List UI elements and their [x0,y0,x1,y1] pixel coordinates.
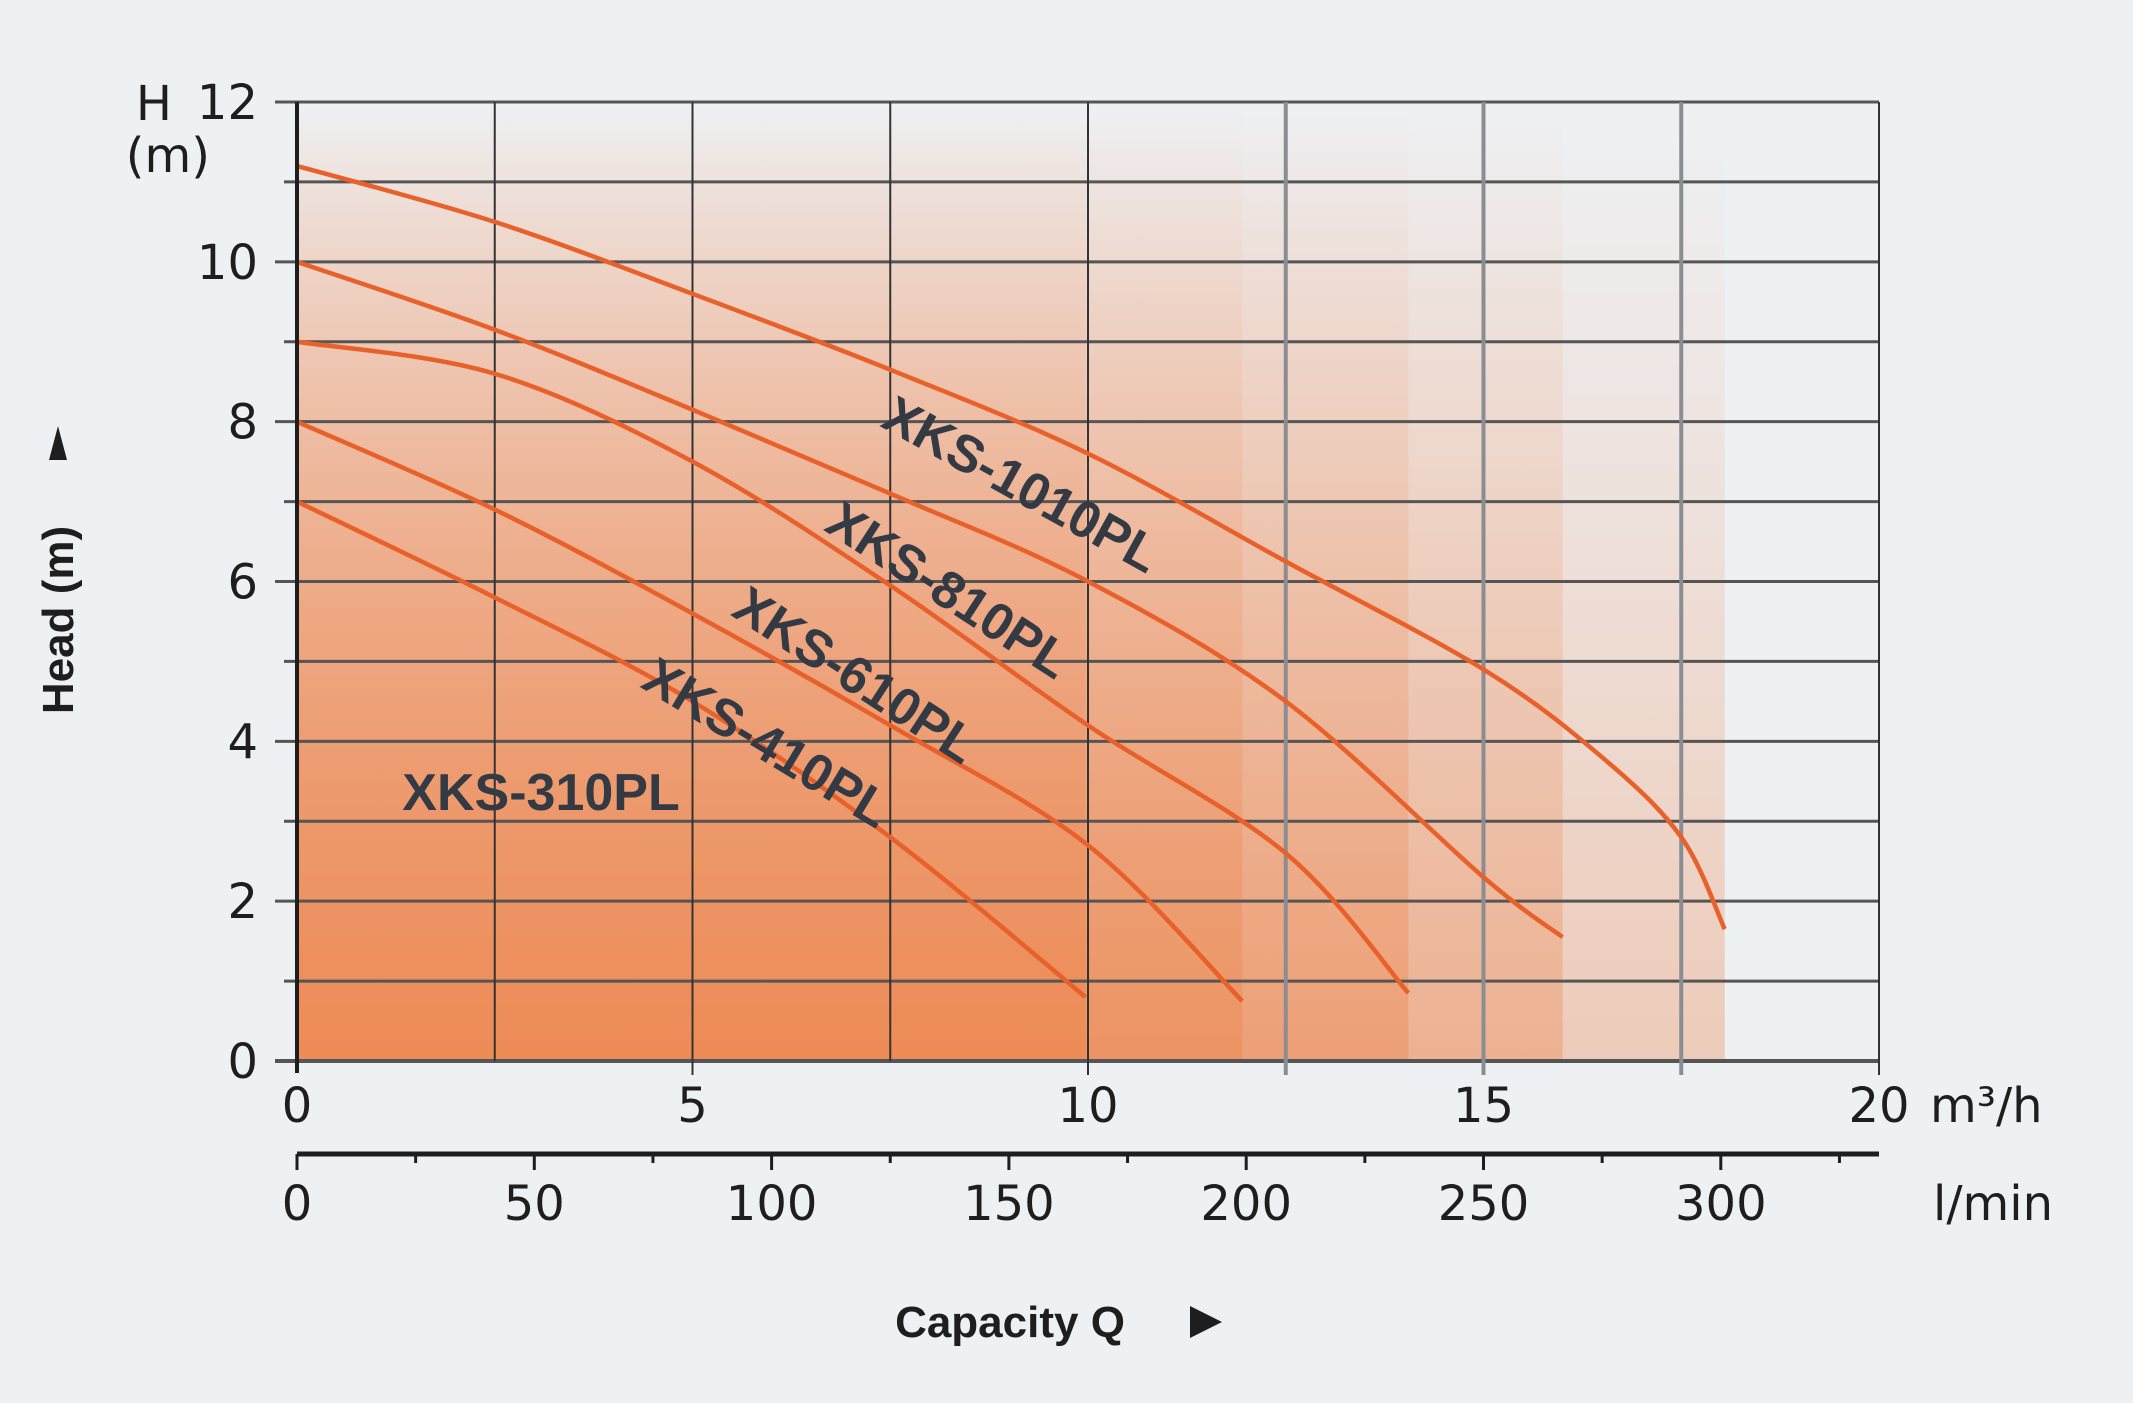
series-curves [296,163,1727,1003]
series-curve-xks-410pl [296,419,1244,1003]
y-tick-label: 0 [227,1034,258,1090]
x2-tick-label: 150 [963,1176,1055,1232]
y-tick-label: 12 [197,75,258,131]
series-curve-xks-810pl [296,259,1564,939]
grid [275,100,1880,1075]
series-label-xks-310pl: XKS-310PL [402,764,679,822]
x2-tick-label: 0 [282,1176,313,1232]
x2-tick-label: 200 [1200,1176,1292,1232]
y-axis-arrow-icon [49,426,67,460]
y-axis-title: Head (m) [34,526,83,714]
y-tick-label: 8 [227,395,258,451]
x-tick-label: 15 [1453,1078,1514,1134]
y-tick-label: 2 [227,874,258,930]
x2-tick-label: 100 [726,1176,818,1232]
x-tick-label: 10 [1057,1078,1118,1134]
x-tick-label: 5 [677,1078,708,1134]
series-curve-xks-310pl [296,499,1088,999]
x2-tick-label: 50 [504,1176,565,1232]
x-tick-label: 20 [1848,1078,1909,1134]
x-axis-arrow-icon [1190,1306,1222,1338]
y-axis-top-label: H [136,76,172,132]
x-axis-title: Capacity Q [895,1298,1125,1347]
x-unit-label: m³/h [1930,1078,2043,1134]
x2-unit-label: l/min [1933,1176,2053,1232]
y-tick-label: 10 [197,235,258,291]
x2-tick-label: 300 [1675,1176,1767,1232]
series-curve-xks-610pl [296,339,1411,995]
y-tick-label: 4 [227,714,258,770]
series-curve-xks-1010pl [296,163,1727,931]
y-unit-label: (m) [126,128,210,184]
y-tick-label: 6 [227,555,258,611]
x-tick-label: 0 [282,1078,313,1134]
x2-tick-label: 250 [1438,1176,1530,1232]
